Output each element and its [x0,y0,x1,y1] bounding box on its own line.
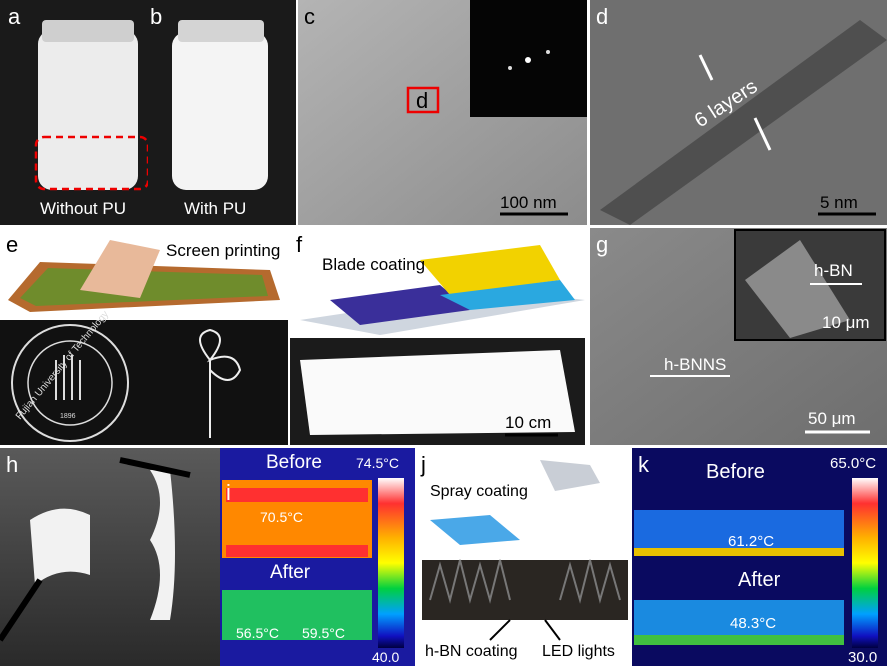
panel-label: i [226,480,231,505]
panel-label: d [596,4,608,29]
bar-max: 65.0°C [830,455,876,472]
inset-scale: 10 μm [822,313,870,332]
scale-label: 50 μm [808,409,856,428]
panel-label: g [596,232,608,257]
panel-label: e [6,232,18,257]
temp-after-1: 56.5°C [236,625,279,641]
panel-label: h [6,452,18,477]
before-label: Before [706,461,765,483]
temp-before: 70.5°C [260,509,303,525]
scale-label: 10 cm [505,413,551,432]
panel-label: b [150,4,162,29]
bar-min: 40.0 [372,649,399,665]
panel-label: f [296,232,303,257]
panel-a: a Without PU [0,0,150,225]
scale-label: 5 nm [820,193,858,212]
after-label: After [270,562,311,583]
bar-min: 30.0 [848,649,877,666]
panel-label: k [638,452,650,477]
coating-label: h-BN coating [425,643,518,660]
panel-d: d 6 layers 5 nm [590,0,887,225]
logo-year: 1896 [60,413,76,420]
box-label: d [416,88,428,113]
temp-before: 61.2°C [728,533,774,550]
panel-label: j [420,452,426,477]
caption: With PU [184,199,246,218]
caption: Spray coating [430,483,528,500]
panel-j: j Spray coating h-BN coating LED lights [415,448,630,666]
caption: Blade coating [322,255,425,274]
panel-g: g h-BN 10 μm h-BNNS 50 μm [590,228,887,445]
panel-h: h [0,448,220,666]
panel-b: b With PU [148,0,296,225]
after-label: After [738,569,781,591]
led-label: LED lights [542,643,615,660]
panel-c: c d 100 nm [298,0,587,225]
inset-label: h-BN [814,261,853,280]
panel-k: k Before After 65.0°C 30.0 61.2°C 48.3°C [632,448,887,666]
temp-after: 48.3°C [730,615,776,632]
panel-label: a [8,4,21,29]
panel-label: c [304,4,315,29]
caption: Without PU [40,199,126,218]
temp-after-2: 59.5°C [302,625,345,641]
panel-i: i Before After 74.5°C 40.0 70.5°C 56.5°C… [220,448,415,666]
scale-label: 100 nm [500,193,557,212]
panel-f: f Blade coating 10 cm [290,228,585,445]
caption: Screen printing [166,241,280,260]
before-label: Before [266,452,322,473]
panel-e: e Screen printing Fujian University of T… [0,228,288,445]
bar-max: 74.5°C [356,455,399,471]
arrow-label: h-BNNS [664,355,726,374]
